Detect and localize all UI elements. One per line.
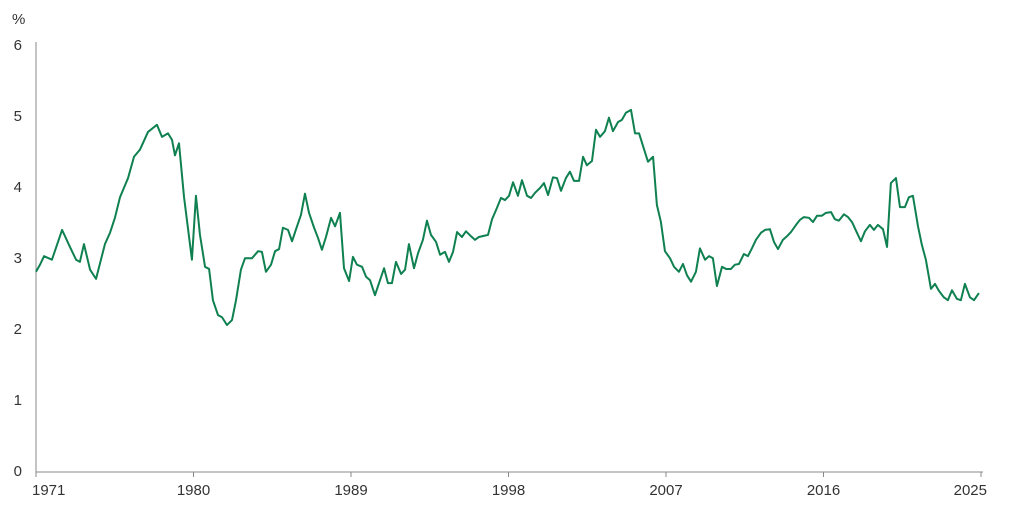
y-tick-label: 1 — [14, 392, 22, 409]
x-tick-label: 1980 — [177, 482, 210, 499]
y-tick-label: 6 — [14, 37, 22, 54]
y-tick-label: 3 — [14, 250, 22, 267]
x-tick-label: 2025 — [954, 482, 987, 499]
y-tick-label: 5 — [14, 108, 22, 125]
y-tick-label: 0 — [14, 463, 22, 480]
x-tick-label: 2016 — [807, 482, 840, 499]
y-axis-label: % — [12, 11, 25, 28]
x-tick-label: 1971 — [32, 482, 65, 499]
x-tick-label: 1998 — [492, 482, 525, 499]
x-tick-label: 2007 — [649, 482, 682, 499]
y-tick-label: 2 — [14, 321, 22, 338]
y-tick-label: 4 — [14, 179, 22, 196]
line-series — [35, 108, 980, 327]
x-tick-label: 1989 — [334, 482, 367, 499]
